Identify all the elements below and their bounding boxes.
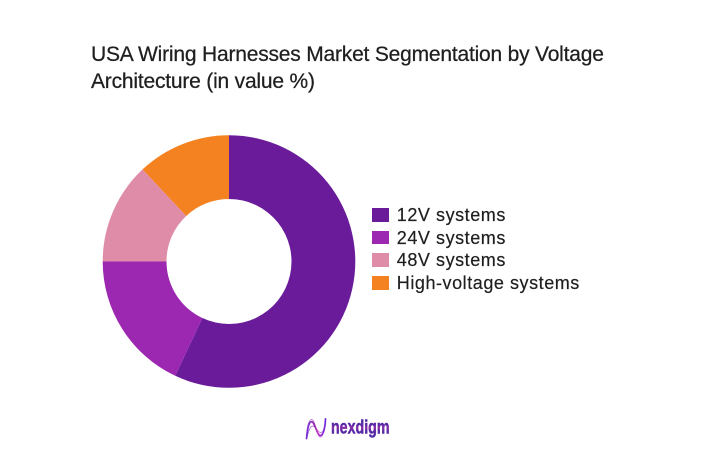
- svg-text:nexdigm: nexdigm: [331, 416, 390, 437]
